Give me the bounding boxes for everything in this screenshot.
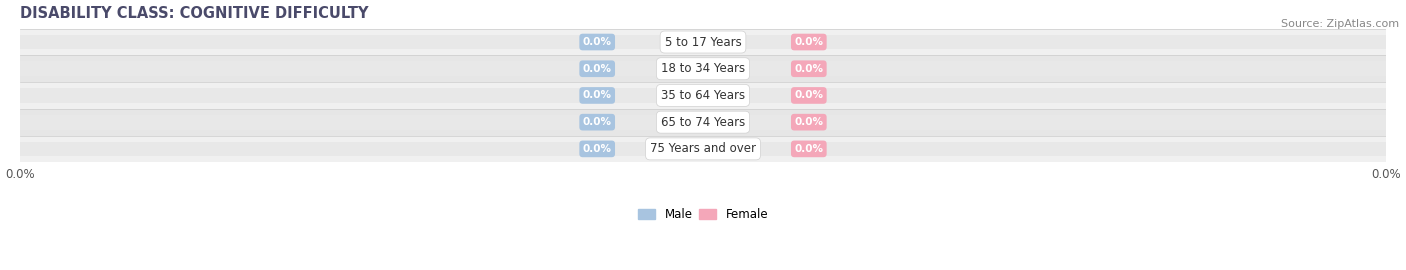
Bar (20, 141, 703, 156)
Text: 0.0%: 0.0% (794, 37, 824, 47)
Bar (20, 109, 1386, 136)
Text: 0.0%: 0.0% (582, 117, 612, 127)
Text: 5 to 17 Years: 5 to 17 Years (665, 36, 741, 49)
Text: DISABILITY CLASS: COGNITIVE DIFFICULTY: DISABILITY CLASS: COGNITIVE DIFFICULTY (20, 6, 368, 21)
Bar (703, 115, 1386, 130)
Text: 0.0%: 0.0% (794, 64, 824, 74)
Bar (20, 88, 703, 103)
Bar (20, 82, 1386, 109)
Text: 65 to 74 Years: 65 to 74 Years (661, 116, 745, 129)
Text: 0.0%: 0.0% (794, 90, 824, 100)
Bar (20, 35, 703, 49)
Text: 0.0%: 0.0% (582, 64, 612, 74)
Text: 0.0%: 0.0% (794, 117, 824, 127)
Text: 0.0%: 0.0% (582, 37, 612, 47)
Text: Source: ZipAtlas.com: Source: ZipAtlas.com (1281, 19, 1399, 29)
Bar (20, 29, 1386, 55)
Bar (20, 61, 703, 76)
Bar (703, 141, 1386, 156)
Text: 0.0%: 0.0% (582, 90, 612, 100)
Text: 18 to 34 Years: 18 to 34 Years (661, 62, 745, 75)
Text: 75 Years and over: 75 Years and over (650, 142, 756, 155)
Bar (20, 115, 703, 130)
Text: 0.0%: 0.0% (582, 144, 612, 154)
Bar (703, 61, 1386, 76)
Legend: Male, Female: Male, Female (633, 203, 773, 226)
Text: 35 to 64 Years: 35 to 64 Years (661, 89, 745, 102)
Bar (703, 88, 1386, 103)
Bar (20, 136, 1386, 162)
Bar (703, 35, 1386, 49)
Bar (20, 55, 1386, 82)
Text: 0.0%: 0.0% (794, 144, 824, 154)
